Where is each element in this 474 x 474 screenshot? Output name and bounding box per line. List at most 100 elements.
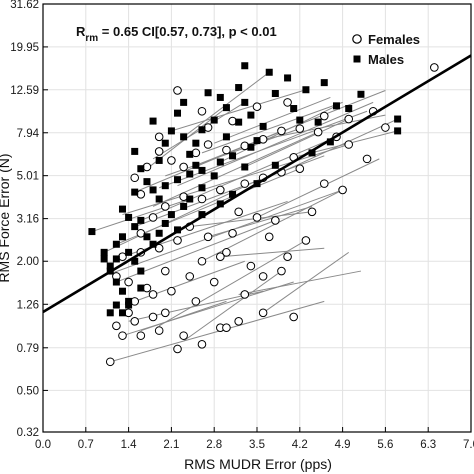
female-point [191, 297, 201, 306]
y-tick-label: 0.32 [17, 427, 39, 439]
female-point [258, 272, 268, 281]
female-point [105, 357, 115, 367]
female-point [319, 179, 329, 188]
female-point [179, 331, 188, 340]
subject-fit-line [244, 118, 349, 168]
correlation-annotation: Rrm = 0.65 CI[0.57, 0.73], p < 0.01 [76, 24, 277, 44]
female-point [167, 286, 176, 296]
subject-fit-line [140, 136, 337, 221]
male-point [198, 166, 206, 174]
male-point [326, 138, 334, 146]
male-point [241, 163, 249, 171]
male-point [394, 127, 402, 135]
male-point [149, 117, 157, 125]
female-point [344, 114, 354, 124]
female-point [173, 86, 182, 95]
female-point [338, 185, 347, 195]
female-point [222, 248, 231, 257]
male-point [271, 161, 279, 169]
overall-fit-line [42, 54, 472, 314]
female-point [160, 308, 170, 318]
legend: Females Males [352, 32, 420, 67]
subject-fit-line [103, 177, 264, 253]
male-point [118, 287, 126, 295]
male-point [241, 98, 249, 106]
male-point [186, 150, 194, 158]
male-point [137, 216, 145, 224]
male-point [296, 116, 304, 124]
male-point [137, 284, 145, 292]
female-point [381, 123, 390, 132]
female-point [130, 173, 140, 183]
female-point [277, 266, 286, 276]
male-point [320, 79, 328, 87]
legend-female-marker [352, 34, 362, 44]
subject-fit-line [214, 96, 331, 144]
female-point [246, 261, 256, 271]
subject-fit-line [110, 300, 325, 363]
male-point [149, 186, 157, 194]
male-point [271, 90, 279, 98]
female-point [148, 290, 158, 299]
y-tick-label: 12.59 [10, 85, 39, 97]
female-point [209, 277, 219, 287]
female-point [173, 236, 182, 245]
subject-fit-line [220, 247, 325, 258]
y-tick-label: 0.50 [17, 385, 39, 397]
male-point [192, 161, 200, 169]
x-tick-label: 0.0 [35, 439, 51, 451]
male-point [192, 139, 200, 147]
male-point [161, 182, 169, 190]
male-point [155, 156, 163, 164]
male-point [216, 158, 224, 166]
male-point [180, 133, 188, 141]
male-point [216, 200, 224, 208]
female-point [319, 111, 329, 121]
male-point [308, 149, 316, 157]
female-point [124, 277, 133, 287]
subject-fit-line [189, 211, 313, 228]
female-point [154, 147, 164, 156]
male-point [247, 143, 255, 151]
female-point [240, 290, 250, 299]
x-tick-label: 7.0 [463, 439, 474, 451]
female-point [216, 252, 225, 261]
male-point [247, 111, 255, 119]
female-point [252, 102, 262, 112]
x-tick-label: 2.8 [206, 439, 222, 451]
female-point [197, 106, 207, 116]
female-point [216, 185, 225, 195]
male-point [265, 68, 273, 76]
x-tick-label: 3.5 [249, 439, 265, 451]
female-point [313, 127, 323, 137]
r-symbol: R [76, 24, 86, 39]
x-tick-label: 4.2 [292, 439, 308, 451]
y-tick-label: 31.62 [10, 0, 39, 11]
male-point [161, 139, 169, 147]
subject-fit-line [238, 270, 362, 295]
male-point [174, 109, 182, 117]
male-point [112, 255, 120, 263]
male-point [106, 309, 114, 317]
male-point [253, 137, 261, 145]
female-point [277, 126, 286, 136]
subject-fit-line [116, 168, 300, 245]
female-point [154, 326, 164, 335]
data-points [88, 62, 439, 367]
y-tick-label: 19.95 [10, 42, 39, 54]
female-point [295, 164, 305, 173]
male-point [210, 172, 218, 180]
subject-fit-line [171, 89, 307, 132]
subject-fit-line [158, 240, 307, 327]
female-point [289, 312, 298, 322]
female-point [148, 312, 158, 322]
female-point [234, 316, 243, 326]
male-point [155, 195, 163, 203]
male-point [125, 248, 133, 256]
y-tick-label: 1.26 [17, 299, 39, 311]
female-point [130, 316, 140, 326]
male-point [186, 195, 194, 203]
male-point [290, 105, 298, 113]
male-point [180, 202, 188, 210]
male-point [118, 309, 126, 317]
